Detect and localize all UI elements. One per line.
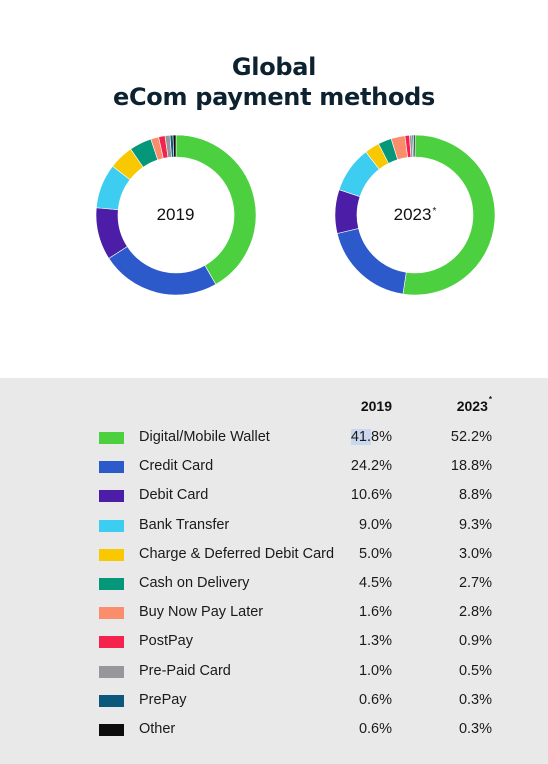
legend-label-digital-mobile-wallet: Digital/Mobile Wallet <box>139 429 270 445</box>
value-2019-cash-on-delivery: 4.5% <box>358 575 392 591</box>
legend-label-prepay: PrePay <box>139 691 187 708</box>
table-row: Bank Transfer 9.0% 9.3% <box>0 511 548 540</box>
value-2023-pre-paid-card: 0.5% <box>458 662 492 679</box>
value-2023-other: 0.3% <box>458 721 492 737</box>
title-line-2: eCom payment methods <box>112 83 436 111</box>
donut-center-label-2023: 2023 * <box>393 205 437 224</box>
legend-label-postpay: PostPay <box>139 633 193 650</box>
legend-label-cash-on-delivery: Cash on Delivery <box>139 575 250 591</box>
legend-label-bank-transfer: Bank Transfer <box>139 516 230 533</box>
value-2023-charge-deferred-debit-card: 3.0% <box>458 545 492 562</box>
donut-svg-2023 <box>334 134 496 296</box>
table-row: Charge & Deferred Debit Card 5.0% 3.0% <box>0 540 548 569</box>
value-2023-debit-card: 8.8% <box>458 487 492 504</box>
donut-center-label-2019: 2019 <box>156 205 195 224</box>
donut-chart-2019: 2019 <box>94 133 258 297</box>
legend-label-other: Other <box>139 721 176 737</box>
donut-slice-2023-digital-mobile-wallet <box>402 134 496 296</box>
value-2023-credit-card: 18.8% <box>450 458 492 475</box>
table-row: Cash on Delivery 4.5% 2.7% <box>0 569 548 598</box>
legend-swatch-buy-now-pay-later <box>99 607 124 620</box>
value-2023-buy-now-pay-later: 2.8% <box>458 604 492 621</box>
legend-swatch-cash-on-delivery <box>99 578 124 590</box>
page-title: Global eCom payment methods <box>0 52 548 112</box>
donut-svg-2019 <box>95 134 257 296</box>
legend-label-charge-deferred-debit-card: Charge & Deferred Debit Card <box>139 545 335 562</box>
table-row: PrePay 0.6% 0.3% <box>0 686 548 715</box>
legend-swatch-debit-card <box>99 490 124 503</box>
donut-slice-2023-other <box>413 134 416 158</box>
legend-swatch-bank-transfer <box>99 519 124 532</box>
column-header-2023: 2023* <box>456 395 492 414</box>
value-2019-credit-card: 24.2% <box>350 458 392 475</box>
donut-slice-2019-digital-mobile-wallet <box>175 134 257 285</box>
asterisk-mark: * <box>432 205 437 217</box>
table-row: Pre-Paid Card 1.0% 0.5% <box>0 657 548 686</box>
legend-label-credit-card: Credit Card <box>139 458 214 475</box>
legend-swatch-digital-mobile-wallet <box>99 432 124 444</box>
value-2019-prepay: 0.6% <box>358 691 392 708</box>
table-row: Other 0.6% 0.3% <box>0 715 548 744</box>
value-2019-bank-transfer: 9.0% <box>358 516 392 533</box>
value-2023-cash-on-delivery: 2.7% <box>458 575 492 591</box>
value-2019-digital-mobile-wallet: 41.8% <box>350 429 392 445</box>
legend-label-pre-paid-card: Pre-Paid Card <box>139 662 231 679</box>
donut-slice-2019-other <box>172 134 177 158</box>
legend-swatch-pre-paid-card <box>99 665 124 678</box>
legend-swatch-charge-deferred-debit-card <box>99 548 124 561</box>
value-2019-buy-now-pay-later: 1.6% <box>358 604 392 621</box>
column-header-2019: 2019 <box>360 398 392 414</box>
table-row: Debit Card 10.6% 8.8% <box>0 481 548 510</box>
value-2019-pre-paid-card: 1.0% <box>358 662 392 679</box>
legend-swatch-credit-card <box>99 461 124 474</box>
value-2019-other: 0.6% <box>358 721 392 737</box>
table-row: PostPay 1.3% 0.9% <box>0 627 548 656</box>
donut-chart-2023: 2023 * <box>333 133 497 297</box>
value-2019-postpay: 1.3% <box>358 633 392 650</box>
legend-swatch-other <box>99 724 124 736</box>
table-row: Digital/Mobile Wallet 41.8% 52.2% <box>0 423 548 452</box>
table-row: Buy Now Pay Later 1.6% 2.8% <box>0 598 548 627</box>
title-line-1: Global <box>231 53 317 81</box>
table-row: Credit Card 24.2% 18.8% <box>0 452 548 481</box>
value-2023-digital-mobile-wallet: 52.2% <box>450 429 492 445</box>
value-2019-debit-card: 10.6% <box>350 487 392 504</box>
legend-swatch-postpay <box>99 636 124 649</box>
legend-table-panel <box>0 378 548 764</box>
legend-label-buy-now-pay-later: Buy Now Pay Later <box>139 604 264 621</box>
value-2019-charge-deferred-debit-card: 5.0% <box>358 545 392 562</box>
legend-swatch-prepay <box>99 694 124 707</box>
value-2023-bank-transfer: 9.3% <box>458 516 492 533</box>
value-2023-prepay: 0.3% <box>458 691 492 708</box>
legend-label-debit-card: Debit Card <box>139 487 209 504</box>
value-2023-postpay: 0.9% <box>458 633 492 650</box>
